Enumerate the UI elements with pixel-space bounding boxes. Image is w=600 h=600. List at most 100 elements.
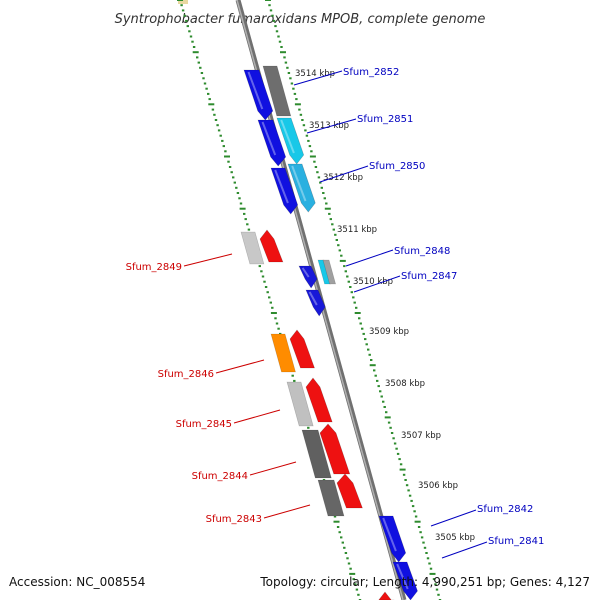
forward-gene-gray[interactable] [322,259,336,285]
ruler-tick [350,291,353,294]
ruler-tick [180,4,183,7]
gene-label-forward[interactable]: Sfum_2852 [343,67,399,78]
kbp-label: 3513 kbp [309,121,349,131]
gene-label-reverse[interactable]: Sfum_2844 [192,471,248,482]
forward-gene[interactable] [298,265,318,289]
forward-gene[interactable] [392,561,418,600]
reverse-gene[interactable] [336,473,363,509]
reverse-gene[interactable] [289,329,315,369]
reverse-gene[interactable] [319,423,351,475]
ruler-tick [338,531,341,534]
ruler-tick [349,286,352,288]
forward-gene-cyan[interactable] [276,117,305,165]
ruler-tick [339,259,346,262]
ruler-tick [402,473,406,476]
ruler-tick [414,515,418,518]
gene-label-reverse[interactable]: Sfum_2845 [176,419,232,430]
reverse-gene[interactable] [378,591,395,600]
ruler-tick [407,489,410,492]
ruler-tick [331,223,334,226]
ruler-tick [275,322,279,325]
forward-gene-gray[interactable] [262,65,292,117]
ruler-tick [413,510,416,513]
ruler-tick [232,176,235,179]
ruler-tick [217,129,221,132]
gene-label-reverse[interactable]: Sfum_2846 [158,369,214,380]
kbp-label: 3505 kbp [435,533,475,543]
forward-gene[interactable] [378,515,407,563]
reverse-gene-gray[interactable] [240,231,265,265]
ruler-tick [396,452,400,455]
ruler-tick [272,19,276,22]
ruler-tick [219,134,222,137]
ruler-tick [353,301,356,304]
ruler-tick [290,82,294,85]
ruler-tick [380,395,383,398]
ruler-tick [247,228,251,231]
ruler-tick [287,72,291,74]
gene-label-forward[interactable]: Sfum_2851 [357,114,413,125]
ruler-tick [177,0,183,1]
reverse-gene-gray[interactable] [301,429,332,479]
ruler-tick [293,92,297,95]
ruler-tick [323,197,326,200]
ruler-tick [299,113,303,116]
reverse-gene-gray[interactable] [317,479,345,517]
kbp-label: 3506 kbp [418,481,458,491]
ruler-tick [379,390,382,393]
reverse-gene[interactable] [259,229,284,263]
gene-highlight [274,169,289,204]
gene-label-forward[interactable]: Sfum_2847 [401,271,457,282]
ruler-tick [309,155,316,158]
ruler-tick [277,35,280,38]
kbp-scale: 3514 kbp 3513 kbp 3512 kbp 3511 kbp 3510… [295,69,475,543]
ruler-tick [373,369,376,372]
ruler-tick [404,479,407,481]
ruler-tick [236,192,240,194]
ruler-tick [343,265,346,268]
forward-gene-cyan[interactable] [287,163,316,213]
ruler-tick [435,588,439,591]
ruler-tick [192,51,199,54]
ruler-tick [294,103,301,106]
forward-gene[interactable] [305,289,326,317]
gene-label-forward[interactable]: Sfum_2842 [477,504,533,515]
ruler-tick [368,353,371,356]
ruler-tick [188,30,191,33]
ruler-tick [302,124,306,127]
ruler-tick [410,499,413,502]
gene-label-reverse[interactable]: Sfum_2849 [126,262,182,273]
ruler-tick [428,562,431,565]
ruler-tick [274,317,277,320]
ruler-tick [181,9,185,12]
gene-label-forward[interactable]: Sfum_2850 [369,161,425,172]
ruler-tick [224,150,227,153]
ruler-tick [307,139,310,142]
ruler-tick [429,572,436,575]
ruler-tick [258,265,261,268]
gene-label-forward[interactable]: Sfum_2848 [394,246,450,257]
kbp-label: 3512 kbp [323,173,363,183]
gene-label-forward[interactable]: Sfum_2841 [488,536,544,547]
kbp-label: 3511 kbp [337,225,377,235]
forward-gene[interactable] [243,69,274,121]
ruler-tick [420,536,424,539]
ruler-tick [393,442,397,445]
ruler-tick [230,171,233,174]
reverse-gene[interactable] [305,377,333,423]
kbp-label: 3514 kbp [295,69,335,79]
kbp-label: 3510 kbp [353,277,393,287]
ruler-tick [207,92,210,95]
ruler-tick [310,150,313,153]
ruler-tick [347,280,350,283]
reverse-gene-gray[interactable] [286,381,314,427]
gene-label-reverse[interactable]: Sfum_2843 [206,514,262,525]
ruler-tick [271,306,274,309]
ruler-tick [346,275,349,278]
accession-text: Accession: NC_008554 [9,575,145,589]
ruler-tick [246,223,249,226]
ruler-tick [374,374,377,377]
reverse-gene-orange[interactable] [270,333,296,373]
forward-gene[interactable] [257,119,287,167]
forward-gene[interactable] [270,167,299,215]
